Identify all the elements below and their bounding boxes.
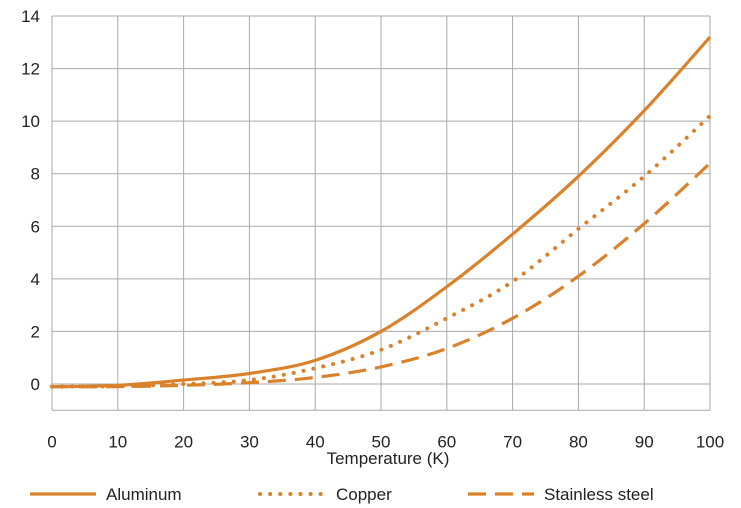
legend: Aluminum Copper Stainless steel bbox=[30, 485, 654, 504]
x-tick-label-0: 0 bbox=[47, 432, 56, 451]
x-tick-label-80: 80 bbox=[569, 432, 588, 451]
x-gridlines bbox=[51, 16, 711, 411]
y-tick-label-10: 10 bbox=[21, 112, 40, 131]
y-tick-label-12: 12 bbox=[21, 60, 40, 79]
legend-label-aluminum: Aluminum bbox=[106, 485, 182, 504]
x-tick-labels: 0 10 20 30 40 50 60 70 80 90 100 bbox=[47, 432, 724, 451]
x-axis-label: Temperature (K) bbox=[327, 449, 450, 468]
series-line-aluminum bbox=[51, 35, 712, 389]
x-tick-label-50: 50 bbox=[372, 432, 391, 451]
y-tick-label-4: 4 bbox=[31, 270, 40, 289]
x-tick-label-100: 100 bbox=[696, 432, 724, 451]
y-tick-label-6: 6 bbox=[31, 217, 40, 236]
x-tick-label-60: 60 bbox=[437, 432, 456, 451]
x-tick-label-10: 10 bbox=[108, 432, 127, 451]
x-tick-label-90: 90 bbox=[635, 432, 654, 451]
legend-label-copper: Copper bbox=[336, 485, 392, 504]
x-tick-label-70: 70 bbox=[503, 432, 522, 451]
x-tick-label-40: 40 bbox=[306, 432, 325, 451]
y-tick-label-0: 0 bbox=[31, 375, 40, 394]
y-tick-label-2: 2 bbox=[31, 322, 40, 341]
series-line-stainless-steel bbox=[51, 162, 712, 389]
series-lines bbox=[50, 35, 712, 389]
y-tick-label-8: 8 bbox=[31, 165, 40, 184]
legend-label-stainless-steel: Stainless steel bbox=[544, 485, 654, 504]
y-tick-label-14: 14 bbox=[21, 7, 40, 26]
x-tick-label-20: 20 bbox=[174, 432, 193, 451]
y-tick-labels: 0 2 4 6 8 10 12 14 bbox=[21, 7, 40, 394]
x-tick-label-30: 30 bbox=[240, 432, 259, 451]
